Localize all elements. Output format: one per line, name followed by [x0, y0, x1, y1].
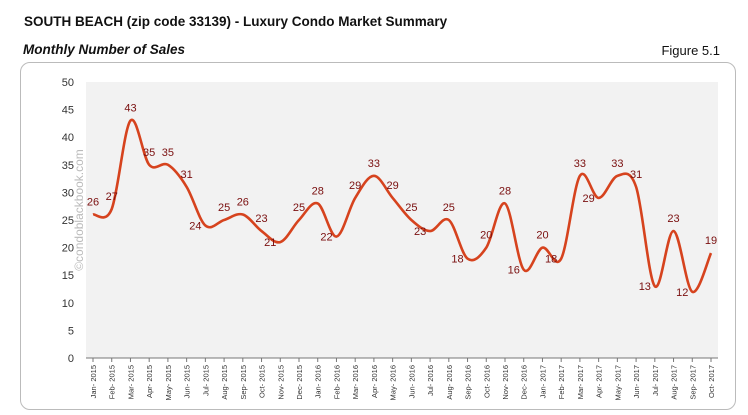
data-label: 26	[87, 196, 99, 208]
x-tick-label: Jun- 2016	[407, 365, 416, 398]
figure-number: Figure 5.1	[661, 43, 720, 58]
data-label: 20	[480, 230, 492, 242]
x-tick-label: Aug- 2016	[445, 365, 454, 400]
x-tick-label: Jul- 2015	[201, 365, 210, 396]
data-label: 20	[536, 230, 548, 242]
x-tick-label: Dec- 2016	[520, 365, 529, 400]
y-tick-label: 5	[68, 325, 74, 337]
x-tick-label: Nov- 2016	[501, 365, 510, 400]
data-label: 13	[639, 281, 651, 293]
data-label: 31	[630, 169, 642, 181]
data-label: 25	[443, 202, 455, 214]
data-label: 35	[162, 147, 174, 159]
chart-subtitle: Monthly Number of Sales	[23, 42, 186, 57]
page-title: SOUTH BEACH (zip code 33139) - Luxury Co…	[24, 14, 448, 29]
x-tick-label: Aug- 2015	[220, 365, 229, 400]
series-line	[92, 118, 713, 294]
x-tick-label: Feb- 2016	[332, 365, 341, 399]
x-tick-label: Nov- 2015	[276, 365, 285, 400]
data-label: 21	[264, 237, 276, 249]
x-tick-label: May- 2017	[613, 365, 622, 400]
data-label: 29	[387, 180, 399, 192]
x-tick-label: Jan- 2016	[314, 365, 323, 398]
y-tick-label: 45	[62, 105, 74, 117]
x-tick-label: Apr- 2016	[370, 365, 379, 398]
chart-frame	[20, 62, 736, 410]
x-tick-label: Jun- 2015	[183, 365, 192, 398]
y-tick-label: 0	[68, 353, 74, 365]
data-label: 33	[611, 158, 623, 170]
x-tick-label: Sep- 2016	[464, 365, 473, 400]
x-tick-label: Sep- 2017	[688, 365, 697, 400]
plot-area	[86, 82, 718, 358]
x-tick-label: Oct- 2016	[482, 365, 491, 398]
data-label: 31	[181, 169, 193, 181]
x-tick-label: Mar- 2017	[576, 365, 585, 399]
data-label: 18	[451, 254, 463, 266]
watermark: ©condoblackbook.com	[72, 149, 86, 271]
x-tick-label: Aug- 2017	[670, 365, 679, 400]
data-label: 29	[349, 180, 361, 192]
data-label: 18	[545, 254, 557, 266]
data-label: 28	[499, 185, 511, 197]
data-label: 27	[106, 191, 118, 203]
y-tick-label: 50	[62, 77, 74, 89]
x-tick-label: Feb- 2017	[557, 365, 566, 399]
x-tick-label: Apr- 2017	[595, 365, 604, 398]
y-tick-label: 40	[62, 132, 74, 144]
x-tick-label: May- 2016	[389, 365, 398, 400]
x-tick-label: Jan- 2017	[538, 365, 547, 398]
y-tick-label: 10	[62, 298, 74, 310]
x-tick-label: Jun- 2017	[632, 365, 641, 398]
data-label: 22	[320, 232, 332, 244]
data-label: 29	[583, 193, 595, 205]
x-tick-label: May- 2015	[164, 365, 173, 400]
x-tick-label: Jul- 2016	[426, 365, 435, 396]
data-label: 33	[574, 158, 586, 170]
data-label: 25	[405, 202, 417, 214]
data-label: 23	[255, 213, 267, 225]
data-label: 19	[705, 235, 717, 247]
x-tick-label: Apr- 2015	[145, 365, 154, 398]
data-label: 12	[676, 287, 688, 299]
data-label: 16	[508, 265, 520, 277]
y-tick-label: 20	[62, 243, 74, 255]
y-tick-label: 30	[62, 187, 74, 199]
data-label: 25	[218, 202, 230, 214]
data-label: 23	[414, 226, 426, 238]
x-tick-label: Jan- 2015	[89, 365, 98, 398]
data-label: 28	[312, 185, 324, 197]
data-label: 43	[124, 103, 136, 115]
y-tick-label: 35	[62, 160, 74, 172]
data-label: 33	[368, 158, 380, 170]
y-tick-label: 15	[62, 270, 74, 282]
x-tick-label: Sep- 2015	[239, 365, 248, 400]
y-tick-label: 25	[62, 215, 74, 227]
x-tick-label: Mar- 2015	[126, 365, 135, 399]
x-tick-label: Oct- 2015	[258, 365, 267, 398]
x-tick-label: Dec- 2015	[295, 365, 304, 400]
data-label: 24	[189, 221, 201, 233]
x-tick-label: Mar- 2016	[351, 365, 360, 399]
x-tick-label: Feb- 2015	[108, 365, 117, 399]
data-label: 26	[237, 196, 249, 208]
data-label: 23	[667, 213, 679, 225]
x-tick-label: Jul- 2017	[651, 365, 660, 396]
x-tick-label: Oct- 2017	[707, 365, 716, 398]
data-label: 25	[293, 202, 305, 214]
data-label: 35	[143, 147, 155, 159]
